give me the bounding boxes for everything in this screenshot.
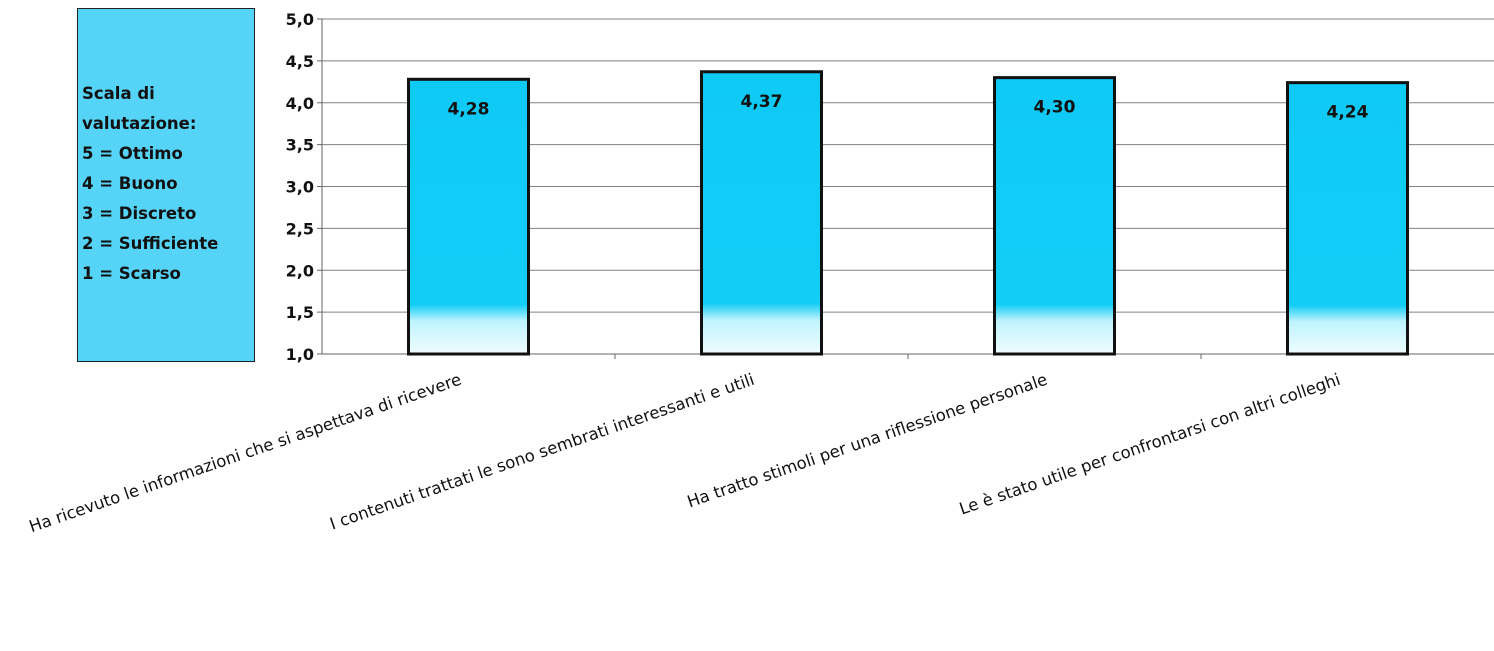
y-tick-label: 5,0	[286, 10, 314, 29]
y-tick-label: 1,5	[286, 303, 314, 322]
legend-line: Scala di	[82, 84, 155, 103]
y-tick-label: 3,0	[286, 178, 314, 197]
bar	[700, 70, 823, 356]
y-tick-label: 1,0	[286, 345, 314, 364]
bar	[1286, 81, 1409, 356]
rating-scale-legend: Scala di valutazione: 5 = Ottimo 4 = Buo…	[77, 8, 255, 362]
legend-line: 4 = Buono	[82, 174, 178, 193]
data-label: 4,24	[1327, 103, 1369, 123]
legend-line: 3 = Discreto	[82, 204, 197, 223]
bars	[407, 70, 1409, 356]
legend-line: 1 = Scarso	[82, 264, 181, 283]
y-tick-label: 2,5	[286, 219, 314, 238]
y-tick-label: 2,0	[286, 261, 314, 280]
y-tick-label: 4,0	[286, 94, 314, 113]
data-label: 4,30	[1034, 98, 1076, 118]
legend-line: 2 = Sufficiente	[82, 234, 219, 253]
legend-line: valutazione:	[82, 114, 197, 133]
y-tick-label: 4,5	[286, 52, 314, 71]
data-label: 4,28	[448, 99, 490, 119]
y-tick-label: 3,5	[286, 136, 314, 155]
data-label: 4,37	[741, 92, 783, 112]
bar	[993, 76, 1116, 356]
bar	[407, 77, 530, 356]
legend-line: 5 = Ottimo	[82, 144, 183, 163]
